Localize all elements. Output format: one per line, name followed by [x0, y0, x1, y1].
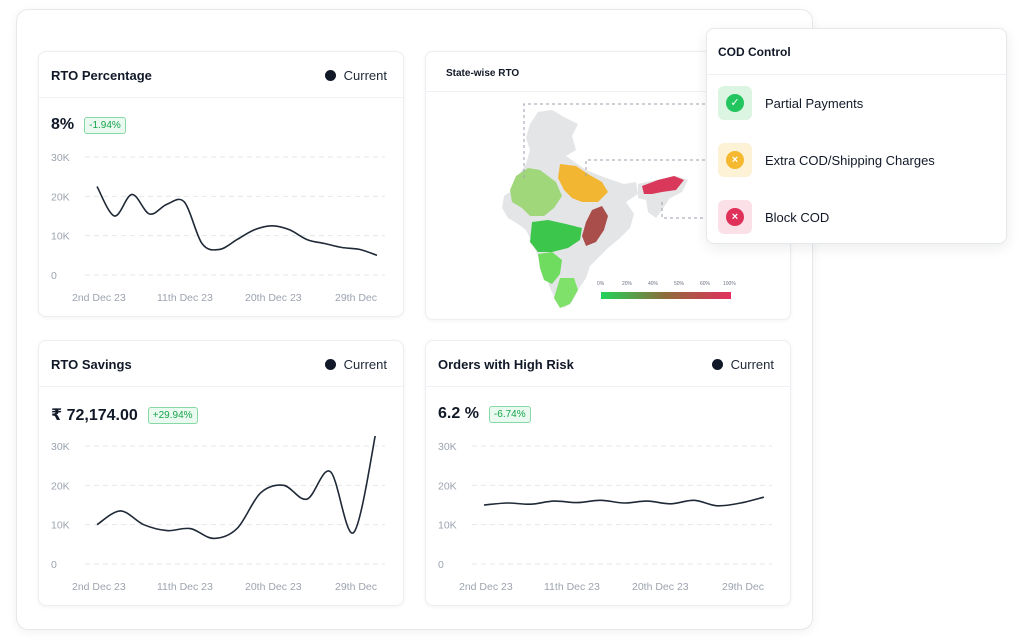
state-assam	[642, 176, 684, 194]
cod-control-panel: COD Control ✓ Partial Payments × Extra C…	[706, 28, 1007, 244]
legend-dot-icon	[324, 359, 336, 370]
legend-dot-icon	[711, 359, 723, 370]
india-map: 0% 20% 40% 50% 60% 100%	[502, 101, 736, 308]
y-tick-label: 10K	[51, 231, 70, 243]
cod-control-title: COD Control	[718, 45, 791, 59]
high-risk-orders-chart: 30K 20K 10K 0 2nd Dec 23 11th Dec 23 20th Dec …	[438, 441, 772, 593]
x-tick-label: 29th Dec	[722, 581, 764, 593]
y-tick-label: 30K	[51, 441, 70, 453]
change-badge: -6.74%	[488, 405, 531, 423]
scale-label: 50%	[674, 281, 685, 287]
y-tick-label: 0	[51, 270, 57, 282]
legend-current: Current	[324, 357, 387, 372]
scale-label: 100%	[723, 281, 736, 287]
x-tick-label: 11th Dec 23	[544, 581, 600, 593]
y-tick-label: 10K	[438, 520, 457, 532]
close-icon: ×	[726, 151, 744, 169]
cod-option-block-cod[interactable]: × Block COD	[718, 200, 830, 234]
x-tick-label: 11th Dec 23	[157, 292, 213, 304]
x-tick-label: 2nd Dec 23	[72, 292, 126, 304]
scale-label: 0%	[597, 281, 605, 287]
y-tick-label: 0	[438, 559, 444, 571]
legend-label: Current	[343, 357, 387, 372]
legend-label: Current	[730, 357, 774, 372]
y-tick-label: 20K	[438, 480, 457, 492]
card-title: RTO Percentage	[51, 68, 152, 83]
metric-row: 6.2 % -6.74%	[438, 405, 531, 423]
legend-dot-icon	[324, 70, 336, 81]
metric-value: ₹ 72,174.00	[51, 407, 138, 424]
state-tamil-nadu	[554, 278, 578, 308]
india-map-base	[502, 110, 638, 308]
x-tick-label: 11th Dec 23	[157, 581, 213, 593]
metric-row: ₹ 72,174.00 +29.94%	[51, 405, 198, 425]
metric-value: 6.2 %	[438, 405, 479, 422]
x-tick-label: 2nd Dec 23	[72, 581, 126, 593]
rto-percentage-chart: 30K 20K 10K 0 2nd Dec 23 11th Dec 23 20th Dec …	[51, 152, 385, 304]
close-icon: ×	[726, 208, 744, 226]
scale-label: 40%	[648, 281, 659, 287]
y-tick-label: 30K	[438, 441, 457, 453]
rto-savings-card: RTO Savings Current ₹ 72,174.00 +29.94% …	[38, 340, 404, 606]
state-odisha	[582, 206, 608, 246]
x-tick-label: 20th Dec 23	[245, 292, 302, 304]
card-header: State-wise RTO	[426, 52, 790, 92]
block-cod-icon-box: ×	[718, 200, 752, 234]
metric-row: 8% -1.94%	[51, 116, 126, 134]
y-tick-label: 20K	[51, 480, 70, 492]
state-rajasthan	[510, 168, 562, 216]
rto-color-scale	[601, 292, 731, 299]
x-tick-label: 20th Dec 23	[245, 581, 302, 593]
x-tick-label: 20th Dec 23	[632, 581, 689, 593]
card-header: RTO Percentage Current	[39, 52, 403, 98]
x-tick-label: 2nd Dec 23	[459, 581, 513, 593]
legend-current: Current	[711, 357, 774, 372]
connector-block	[661, 202, 708, 219]
series-line-current	[96, 186, 378, 257]
x-tick-label: 29th Dec	[335, 581, 377, 593]
cod-control-header: COD Control	[707, 29, 1006, 75]
check-icon: ✓	[726, 94, 744, 112]
legend-label: Current	[343, 68, 387, 83]
y-tick-label: 20K	[51, 191, 70, 203]
state-uttar-pradesh	[558, 164, 608, 202]
change-badge: -1.94%	[84, 116, 126, 134]
partial-payments-icon-box: ✓	[718, 86, 752, 120]
x-tick-label: 29th Dec	[335, 292, 377, 304]
y-tick-label: 30K	[51, 152, 70, 164]
cod-option-label: Block COD	[765, 209, 830, 225]
connector-partial	[523, 103, 708, 178]
card-title: Orders with High Risk	[438, 357, 574, 372]
cod-option-extra-charges[interactable]: × Extra COD/Shipping Charges	[718, 143, 935, 177]
rto-savings-chart: 30K 20K 10K 0 2nd Dec 23 11th Dec 23 20th Dec …	[51, 436, 385, 593]
y-tick-label: 10K	[51, 520, 70, 532]
scale-label: 60%	[700, 281, 711, 287]
card-title: RTO Savings	[51, 357, 132, 372]
card-header: RTO Savings Current	[39, 341, 403, 387]
cod-option-label: Extra COD/Shipping Charges	[765, 152, 935, 168]
metric-value: 8%	[51, 116, 75, 133]
cod-option-label: Partial Payments	[765, 95, 864, 111]
high-risk-orders-card: Orders with High Risk Current 6.2 % -6.7…	[425, 340, 791, 606]
map-title: State-wise RTO	[446, 68, 520, 79]
state-karnataka	[538, 252, 562, 284]
scale-label: 20%	[622, 281, 633, 287]
series-line-current	[96, 436, 376, 540]
state-maharashtra	[530, 220, 582, 252]
legend-current: Current	[324, 68, 387, 83]
y-tick-label: 0	[51, 559, 57, 571]
series-line-current	[483, 496, 765, 507]
card-header: Orders with High Risk Current	[426, 341, 790, 387]
change-badge: +29.94%	[147, 406, 198, 424]
cod-option-partial-payments[interactable]: ✓ Partial Payments	[718, 86, 864, 120]
extra-charges-icon-box: ×	[718, 143, 752, 177]
rto-percentage-card: RTO Percentage Current 8% -1.94% 30K 20K 1…	[38, 51, 404, 317]
connector-extra	[585, 159, 708, 176]
